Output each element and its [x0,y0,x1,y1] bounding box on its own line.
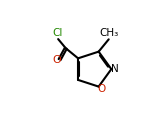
Text: N: N [111,64,119,74]
Text: Cl: Cl [52,28,62,38]
Text: CH₃: CH₃ [100,28,119,38]
Text: O: O [97,84,105,94]
Text: O: O [53,55,62,65]
